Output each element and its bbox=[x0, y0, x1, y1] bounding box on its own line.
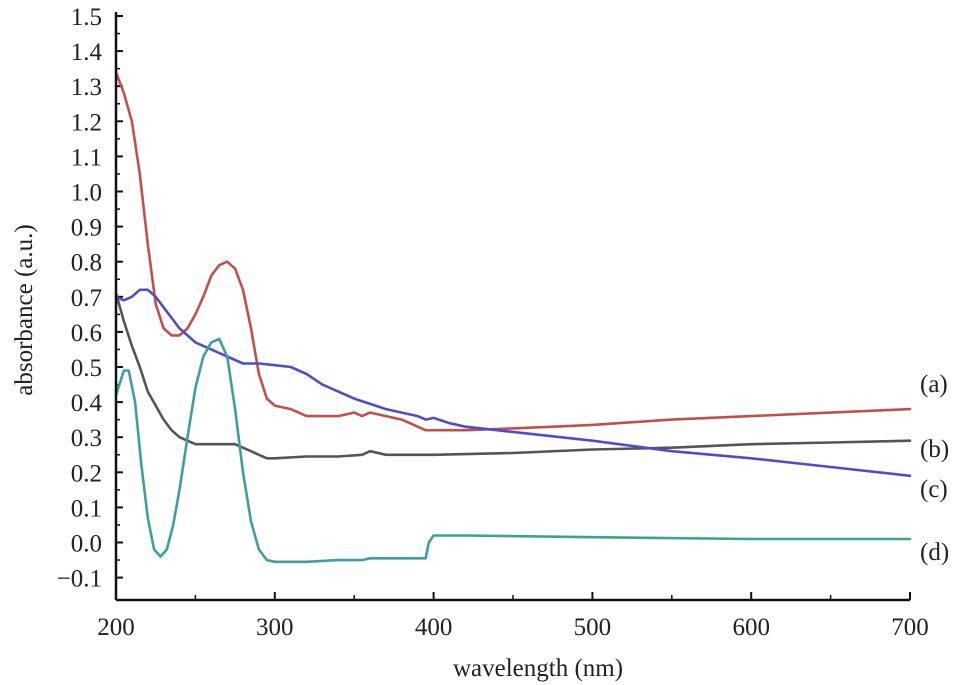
x-axis-ticks: 200 300 400 500 600 700 bbox=[97, 592, 929, 641]
x-tick-label: 500 bbox=[574, 614, 612, 641]
y-tick-label: 1.2 bbox=[71, 109, 102, 136]
y-tick-label: 0.6 bbox=[71, 320, 102, 347]
y-tick-label: 0.2 bbox=[71, 460, 102, 487]
x-tick-label: 200 bbox=[97, 614, 135, 641]
y-tick-label: 1.1 bbox=[71, 144, 102, 171]
series-label-a: (a) bbox=[920, 371, 948, 398]
x-tick-label: 400 bbox=[415, 614, 453, 641]
series-line-b bbox=[114, 292, 912, 460]
series-line-d bbox=[114, 337, 912, 564]
series-lines bbox=[114, 70, 912, 564]
x-tick-label: 300 bbox=[256, 614, 294, 641]
x-tick-label: 700 bbox=[891, 614, 929, 641]
x-tick-label: 600 bbox=[732, 614, 770, 641]
y-tick-label: 0.1 bbox=[71, 495, 102, 522]
y-axis-ticks: −0.1 0.0 0.1 0.2 0.3 0.4 0.5 0.6 0.7 0.8 0.9 1.0 1.1… bbox=[57, 4, 123, 593]
series-line-a bbox=[114, 70, 912, 432]
y-tick-label: 1.4 bbox=[71, 39, 103, 66]
y-tick-label: 0.4 bbox=[71, 390, 103, 417]
series-label-b: (b) bbox=[920, 436, 949, 463]
y-tick-label: 0.0 bbox=[71, 531, 102, 558]
y-tick-label: 0.5 bbox=[71, 355, 102, 382]
y-tick-label: 1.5 bbox=[71, 4, 102, 31]
series-labels: (a) (b) (c) (d) bbox=[920, 371, 949, 566]
y-axis-title: absorbance (a.u.) bbox=[11, 224, 38, 395]
y-tick-label: 0.7 bbox=[71, 285, 102, 312]
y-tick-label: 1.3 bbox=[71, 74, 102, 101]
y-tick-label: 0.9 bbox=[71, 215, 102, 242]
y-tick-label: 0.8 bbox=[71, 250, 102, 277]
series-label-d: (d) bbox=[920, 539, 949, 566]
series-line-c bbox=[114, 288, 912, 478]
x-axis-title: wavelength (nm) bbox=[453, 655, 623, 682]
y-tick-label: 1.0 bbox=[71, 180, 102, 207]
y-tick-label: −0.1 bbox=[57, 566, 102, 593]
series-label-c: (c) bbox=[920, 476, 948, 503]
y-tick-label: 0.3 bbox=[71, 425, 102, 452]
